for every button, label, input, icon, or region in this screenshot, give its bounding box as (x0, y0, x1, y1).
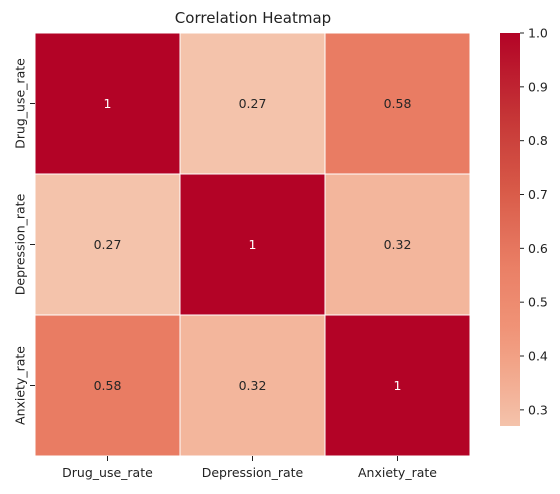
y-tick-label-2: Anxiety_rate (13, 346, 28, 425)
heatmap-cell-2-1 (179, 314, 326, 457)
cell-value-label-2-2: 1 (394, 378, 402, 393)
colorbar-tick-label-6: 0.9 (528, 79, 548, 94)
colorbar-tick-label-1: 0.4 (528, 349, 548, 364)
x-tick-label-0: Drug_use_rate (62, 465, 153, 480)
cell-value-label-1-0: 0.27 (94, 237, 122, 252)
heatmap-cell-2-0 (34, 314, 181, 457)
heatmap-cell-2-2 (324, 314, 471, 457)
cell-value-label-2-1: 0.32 (239, 378, 267, 393)
colorbar-tick-label-3: 0.6 (528, 241, 548, 256)
cell-value-label-2-0: 0.58 (94, 378, 122, 393)
colorbar-tick-label-4: 0.7 (528, 187, 548, 202)
cell-value-label-0-2: 0.58 (384, 96, 412, 111)
x-axis: Drug_use_rate Depression_rate Anxiety_rate (62, 456, 437, 480)
colorbar: 0.3 0.4 0.5 0.6 0.7 0.8 0.9 1.0 (500, 26, 548, 426)
x-tick-label-2: Anxiety_rate (358, 465, 437, 480)
heatmap-cell-1-0 (34, 173, 181, 316)
cell-value-label-1-1: 1 (249, 237, 257, 252)
heatmap-cell-0-2 (324, 32, 471, 175)
heatmap-cell-labels: 1 0.27 0.58 0.27 1 0.32 0.58 0.32 1 (94, 96, 412, 393)
colorbar-tick-label-0: 0.3 (528, 402, 548, 417)
cell-value-label-0-0: 1 (104, 96, 112, 111)
colorbar-tick-label-2: 0.5 (528, 295, 548, 310)
heatmap-cell-0-1 (179, 32, 326, 175)
cell-value-label-1-2: 0.32 (384, 237, 412, 252)
y-axis: Drug_use_rate Depression_rate Anxiety_rate (13, 58, 35, 425)
colorbar-tick-label-7: 1.0 (528, 26, 548, 41)
x-tick-label-1: Depression_rate (202, 465, 304, 480)
colorbar-tick-label-5: 0.8 (528, 133, 548, 148)
heatmap-cells (34, 32, 471, 457)
heatmap-cell-0-0 (34, 32, 181, 175)
y-tick-label-1: Depression_rate (13, 193, 28, 295)
y-tick-label-0: Drug_use_rate (13, 58, 28, 149)
chart-title: Correlation Heatmap (175, 9, 331, 27)
cell-value-label-0-1: 0.27 (239, 96, 267, 111)
colorbar-gradient (500, 33, 520, 426)
